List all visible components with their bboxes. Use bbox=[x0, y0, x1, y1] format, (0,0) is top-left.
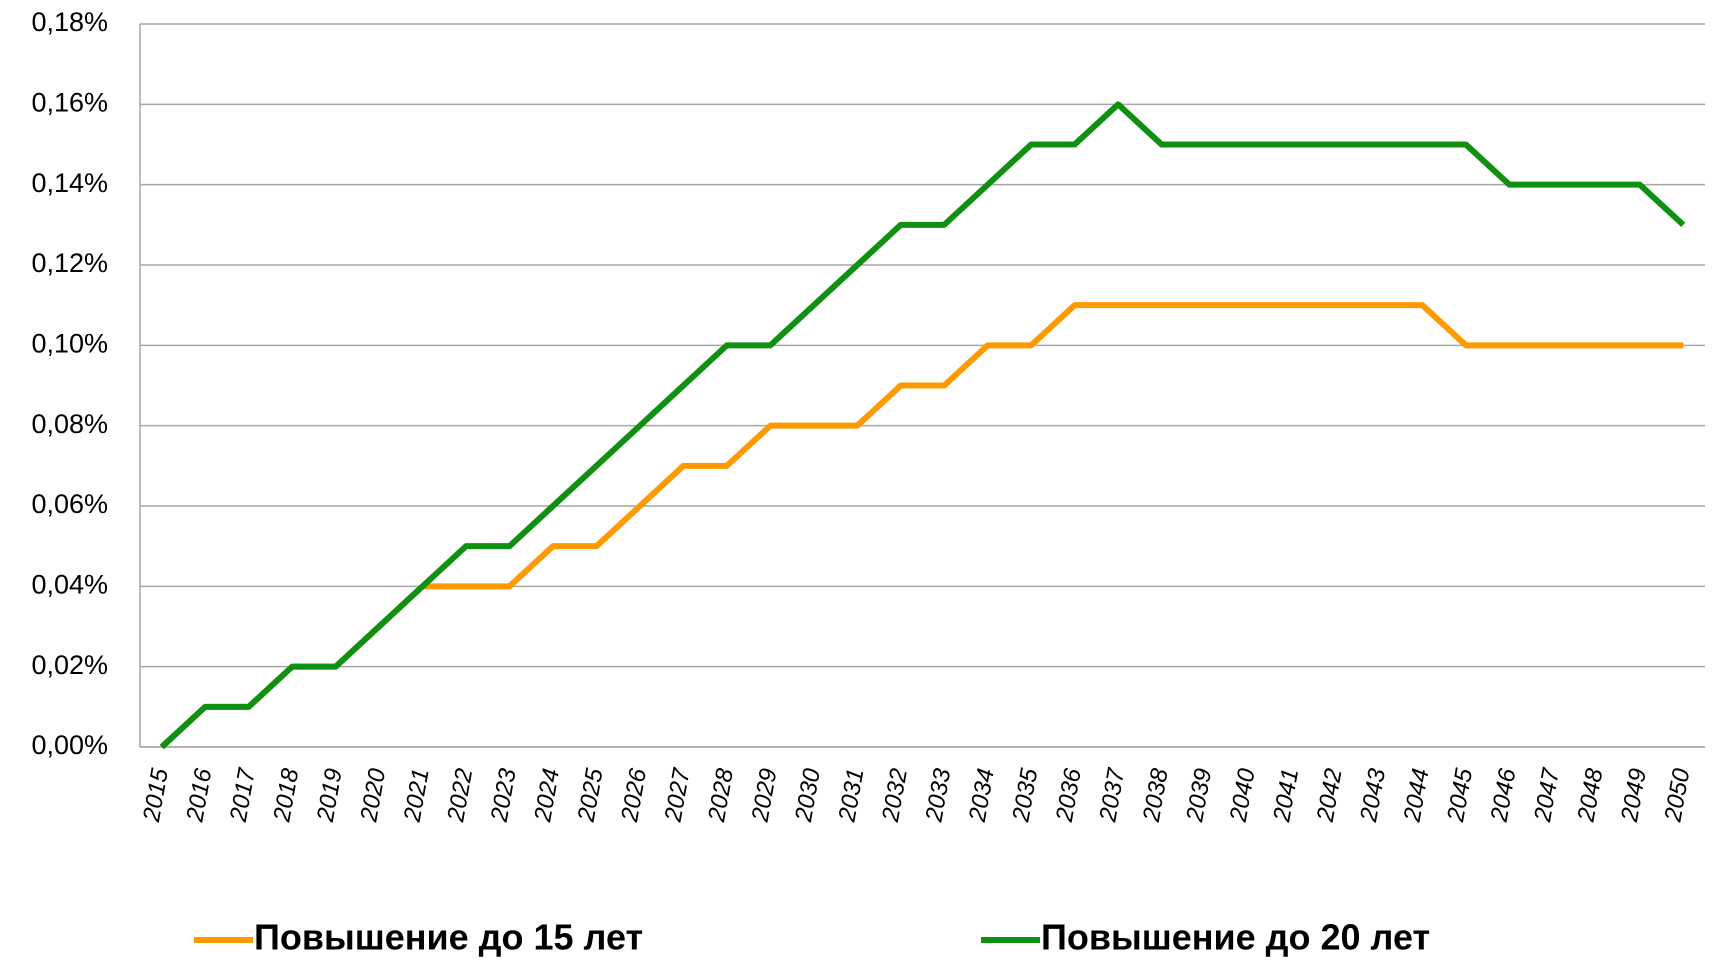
x-tick-label: 2029 bbox=[746, 766, 782, 824]
series-line bbox=[159, 101, 1686, 750]
y-tick-label: 0,02% bbox=[31, 650, 108, 680]
x-tick-label: 2038 bbox=[1138, 766, 1174, 825]
x-tick-label: 2026 bbox=[616, 766, 652, 825]
x-tick-label: 2036 bbox=[1051, 766, 1087, 825]
x-tick-label: 2025 bbox=[573, 766, 609, 825]
x-tick-label: 2033 bbox=[920, 766, 956, 825]
x-tick-label: 2050 bbox=[1659, 766, 1695, 825]
x-tick-label: 2019 bbox=[312, 766, 348, 824]
y-tick-label: 0,18% bbox=[31, 7, 108, 37]
x-tick-label: 2027 bbox=[660, 765, 696, 825]
x-tick-label: 2039 bbox=[1181, 766, 1217, 824]
y-tick-label: 0,00% bbox=[31, 730, 108, 760]
x-tick-label: 2037 bbox=[1094, 765, 1130, 825]
y-tick-label: 0,16% bbox=[31, 87, 108, 117]
x-tick-label: 2030 bbox=[790, 766, 826, 825]
y-tick-label: 0,12% bbox=[31, 248, 108, 278]
x-tick-label: 2021 bbox=[399, 766, 435, 824]
x-tick-label: 2043 bbox=[1355, 766, 1391, 825]
x-tick-label: 2035 bbox=[1007, 766, 1043, 825]
x-tick-label: 2042 bbox=[1312, 766, 1348, 824]
x-tick-label: 2020 bbox=[355, 766, 391, 825]
y-tick-label: 0,04% bbox=[31, 569, 108, 599]
x-tick-label: 2032 bbox=[877, 766, 913, 824]
x-tick-label: 2048 bbox=[1572, 766, 1608, 825]
x-tick-label: 2028 bbox=[703, 766, 739, 825]
x-tick-label: 2023 bbox=[486, 766, 522, 825]
x-tick-label: 2018 bbox=[268, 766, 304, 825]
x-tick-label: 2044 bbox=[1399, 766, 1435, 824]
series-line bbox=[159, 302, 1684, 750]
x-tick-label: 2047 bbox=[1529, 765, 1565, 825]
x-tick-label: 2017 bbox=[225, 765, 261, 825]
x-tick-label: 2041 bbox=[1268, 766, 1304, 824]
x-tick-label: 2031 bbox=[833, 766, 869, 824]
y-tick-label: 0,06% bbox=[31, 489, 108, 519]
legend-label: Повышение до 15 лет bbox=[254, 917, 643, 958]
x-tick-label: 2015 bbox=[138, 766, 174, 825]
x-tick-label: 2046 bbox=[1485, 766, 1521, 825]
legend-label: Повышение до 20 лет bbox=[1041, 917, 1430, 958]
x-tick-label: 2016 bbox=[181, 766, 217, 825]
y-tick-label: 0,08% bbox=[31, 409, 108, 439]
x-tick-label: 2045 bbox=[1442, 766, 1478, 825]
x-tick-label: 2024 bbox=[529, 766, 565, 824]
y-tick-label: 0,10% bbox=[31, 328, 108, 358]
x-tick-label: 2040 bbox=[1225, 766, 1261, 825]
x-tick-label: 2022 bbox=[442, 766, 478, 824]
y-tick-label: 0,14% bbox=[31, 168, 108, 198]
x-tick-label: 2034 bbox=[964, 766, 1000, 824]
x-tick-label: 2049 bbox=[1616, 766, 1652, 824]
